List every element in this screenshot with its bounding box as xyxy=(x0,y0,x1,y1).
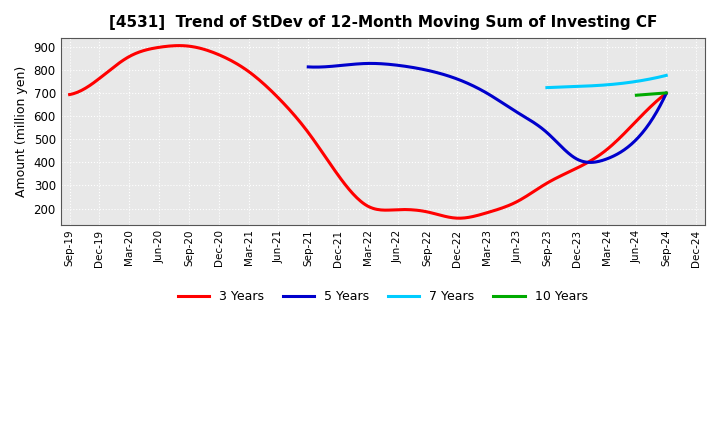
3 Years xyxy=(423,209,431,214)
5 Years xyxy=(518,113,527,118)
Line: 5 Years: 5 Years xyxy=(308,63,666,162)
5 Years xyxy=(524,117,533,122)
Line: 10 Years: 10 Years xyxy=(636,93,666,95)
3 Years xyxy=(66,92,74,97)
3 Years xyxy=(454,216,463,221)
5 Years xyxy=(304,64,312,70)
3 Years xyxy=(433,212,441,217)
5 Years xyxy=(631,138,639,143)
Y-axis label: Amount (million yen): Amount (million yen) xyxy=(15,66,28,197)
Title: [4531]  Trend of StDev of 12-Month Moving Sum of Investing CF: [4531] Trend of StDev of 12-Month Moving… xyxy=(109,15,657,30)
7 Years xyxy=(543,85,552,90)
Line: 3 Years: 3 Years xyxy=(70,46,666,218)
5 Years xyxy=(662,91,670,96)
7 Years xyxy=(662,73,670,78)
5 Years xyxy=(366,61,375,66)
7 Years xyxy=(543,85,552,90)
7 Years xyxy=(613,81,622,86)
3 Years xyxy=(175,43,184,48)
3 Years xyxy=(67,92,76,97)
7 Years xyxy=(613,81,622,87)
10 Years xyxy=(662,90,670,95)
5 Years xyxy=(587,160,595,165)
3 Years xyxy=(572,166,581,171)
3 Years xyxy=(662,91,670,96)
Legend: 3 Years, 5 Years, 7 Years, 10 Years: 3 Years, 5 Years, 7 Years, 10 Years xyxy=(173,285,593,308)
3 Years xyxy=(610,140,618,146)
7 Years xyxy=(643,77,652,82)
Line: 7 Years: 7 Years xyxy=(547,75,666,88)
5 Years xyxy=(608,154,616,159)
5 Years xyxy=(305,64,314,70)
7 Years xyxy=(616,81,624,86)
3 Years xyxy=(420,209,429,214)
5 Years xyxy=(517,112,526,117)
10 Years xyxy=(632,92,641,98)
7 Years xyxy=(651,75,660,81)
